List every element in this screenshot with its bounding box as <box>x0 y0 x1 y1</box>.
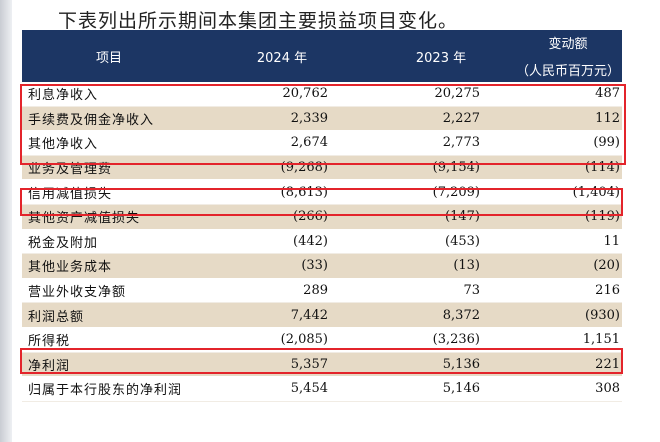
value-2023: (3,236) <box>432 332 480 348</box>
value-2024: (2,085) <box>280 332 328 348</box>
value-change: 487 <box>595 86 620 102</box>
value-2024: 2,674 <box>290 135 328 151</box>
intro-text: 下表列出所示期间本集团主要损益项目变化。 <box>58 10 459 32</box>
table-row: 其他业务成本 (33) (13) (20) <box>22 254 622 279</box>
value-2023: 73 <box>463 283 480 299</box>
value-2023: 5,136 <box>442 356 480 372</box>
value-2024: 7,442 <box>290 307 328 323</box>
value-2023: (453) <box>445 233 480 249</box>
value-change: 308 <box>595 381 620 397</box>
value-change: (20) <box>593 258 620 274</box>
header-change-label: 变动额 <box>548 37 588 52</box>
value-change: (99) <box>593 135 620 151</box>
header-2024: 2024 年 <box>256 50 308 66</box>
row-label: 营业外收支净额 <box>28 285 127 301</box>
value-2023: 5,146 <box>442 381 480 397</box>
value-2024: (266) <box>293 209 328 225</box>
row-label: 归属于本行股东的净利润 <box>28 383 183 399</box>
row-label: 净利润 <box>28 358 71 374</box>
table-row: 利息净收入 20,762 20,275 487 <box>22 82 622 107</box>
value-2023: (13) <box>453 258 480 274</box>
page-edge-shadow <box>0 0 12 442</box>
value-change: 112 <box>595 110 620 126</box>
value-2024: 5,454 <box>290 381 328 397</box>
value-change: (119) <box>585 209 620 225</box>
table-row: 营业外收支净额 289 73 216 <box>22 278 622 304</box>
value-2024: (442) <box>293 233 328 249</box>
row-label: 利息净收入 <box>28 88 99 104</box>
value-change: 11 <box>603 233 620 249</box>
value-2024: 2,339 <box>290 110 328 126</box>
value-2024: 20,762 <box>282 86 329 102</box>
value-2023: (147) <box>445 209 480 225</box>
value-change: 1,151 <box>582 332 620 348</box>
row-label: 信用减值损失 <box>28 186 113 202</box>
table-row: 手续费及佣金净收入 2,339 2,227 112 <box>22 106 622 132</box>
header-2023: 2023 年 <box>415 50 467 66</box>
row-label: 税金及附加 <box>28 235 99 251</box>
row-label: 其他净收入 <box>28 137 99 153</box>
header-item: 项目 <box>95 50 122 66</box>
value-2024: 289 <box>303 283 328 299</box>
table-header: 项目 2024 年 2023 年 变动额 （人民币百万元） <box>22 30 622 82</box>
value-2023: 20,275 <box>434 86 481 102</box>
highlight-box-credit-impairment <box>20 188 623 216</box>
value-2024: (33) <box>301 258 328 274</box>
value-change: 221 <box>595 356 620 372</box>
table-row: 其他资产减值损失 (266) (147) (119) <box>22 204 622 230</box>
highlight-box-revenue <box>20 84 626 165</box>
value-2023: 8,372 <box>442 307 480 323</box>
table-row: 利润总额 7,442 8,372 (930) <box>22 303 622 328</box>
row-label: 其他业务成本 <box>28 260 113 276</box>
highlight-box-income-tax <box>20 348 623 374</box>
value-2023: 2,227 <box>442 110 480 126</box>
header-change-unit: （人民币百万元） <box>515 64 620 79</box>
value-change: 216 <box>595 283 620 299</box>
value-2023: 2,773 <box>442 135 480 151</box>
table-row: 其他净收入 2,674 2,773 (99) <box>22 131 622 156</box>
table-row: 税金及附加 (442) (453) 11 <box>22 229 622 255</box>
table-row: 归属于本行股东的净利润 5,454 5,146 308 <box>22 377 622 402</box>
row-label: 手续费及佣金净收入 <box>28 112 155 128</box>
row-label: 业务及管理费 <box>28 162 113 178</box>
row-label: 利润总额 <box>28 309 85 325</box>
value-2024: 5,357 <box>290 356 328 372</box>
row-label: 所得税 <box>28 334 71 350</box>
header-change: 变动额 （人民币百万元） <box>514 30 622 82</box>
value-change: (930) <box>585 307 620 323</box>
